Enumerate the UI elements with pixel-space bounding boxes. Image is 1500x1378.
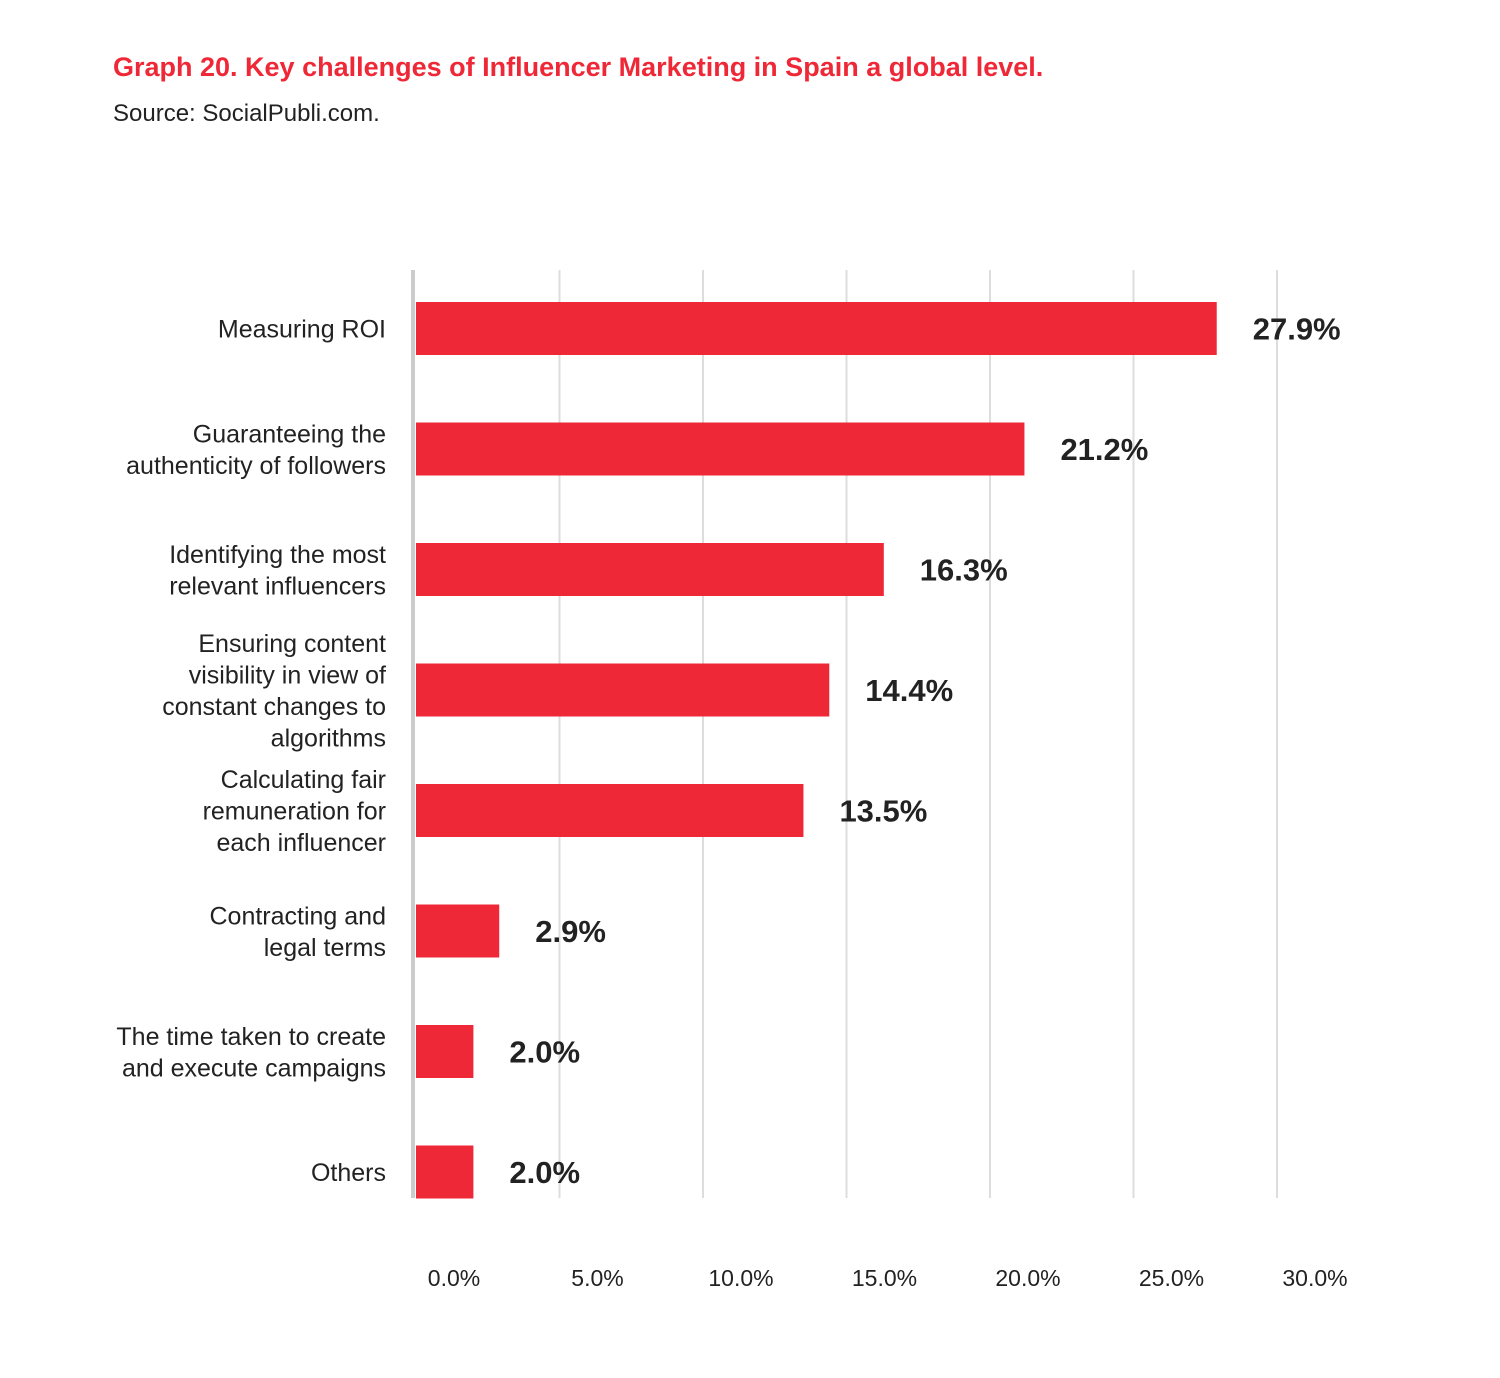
category-label: constant changes to [162,693,386,721]
bar [416,422,1025,476]
value-label: 13.5% [839,794,927,829]
value-label: 2.9% [535,914,606,949]
value-label: 2.0% [509,1035,580,1070]
bar [416,302,1217,355]
x-tick-label: 20.0% [995,1265,1060,1291]
category-label: visibility in view of [189,661,386,689]
bar [416,663,830,717]
x-tick-label: 10.0% [708,1265,773,1291]
chart-source: Source: SocialPubli.com. [113,100,380,127]
chart-title: Graph 20. Key challenges of Influencer M… [113,52,1044,82]
category-label: remuneration for [203,798,386,826]
category-label: Guaranteeing the [193,420,386,448]
value-label: 14.4% [865,673,953,708]
bar [416,784,804,837]
category-label: Calculating fair [221,766,386,794]
category-label: legal terms [264,934,386,962]
category-label: The time taken to create [116,1023,386,1051]
value-label: 2.0% [509,1155,580,1190]
x-tick-label: 5.0% [571,1265,623,1291]
category-label: each influencer [216,829,386,857]
x-tick-label: 0.0% [428,1265,480,1291]
category-label: authenticity of followers [126,452,386,480]
category-label: Identifying the most [169,541,386,569]
category-label: Ensuring content [198,630,386,658]
value-label: 16.3% [920,553,1008,588]
category-label: algorithms [271,724,386,752]
bar [416,1145,474,1199]
category-label: Measuring ROI [218,316,386,344]
bar [416,1025,474,1078]
value-label: 27.9% [1253,312,1341,347]
category-label: relevant influencers [169,572,386,600]
x-tick-label: 25.0% [1139,1265,1204,1291]
category-label: and execute campaigns [122,1054,386,1082]
value-label: 21.2% [1060,432,1148,467]
bar [416,904,500,958]
category-label: Contracting and [209,902,386,930]
category-label: Others [311,1159,386,1187]
x-tick-label: 30.0% [1282,1265,1347,1291]
bar [416,543,884,596]
x-tick-label: 15.0% [852,1265,917,1291]
